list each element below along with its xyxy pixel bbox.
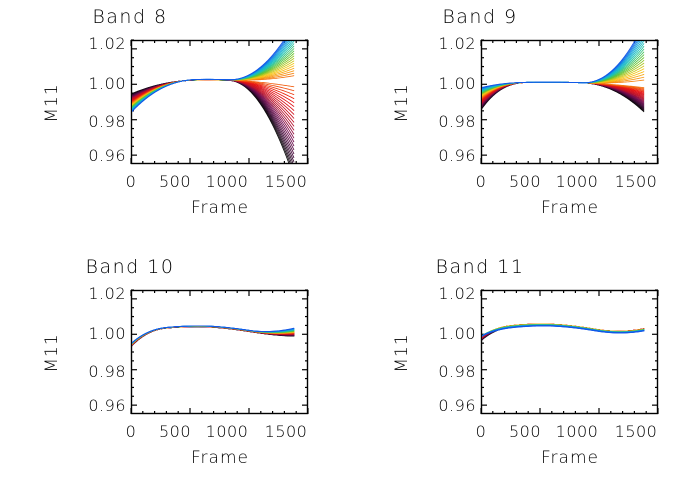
x-tick-label: 1500	[264, 172, 308, 191]
y-tick-label: 1.00	[438, 324, 476, 343]
y-tick-label: 1.02	[88, 284, 126, 303]
panel-band-10: Band 10 M11 Frame 1.02 1.00 0.98 0.96 0 …	[0, 250, 350, 500]
x-tick-label: 1000	[555, 422, 599, 441]
x-tick-label: 500	[508, 422, 542, 441]
plot-area-band-11	[480, 289, 659, 415]
x-tick-label: 0	[125, 422, 137, 441]
x-tick-label: 500	[158, 172, 192, 191]
x-axis-label-band-10: Frame	[191, 448, 249, 468]
y-tick-label: 0.96	[438, 396, 476, 415]
y-tick-label: 1.02	[438, 34, 476, 53]
x-tick-label: 0	[475, 172, 487, 191]
panel-title-band-8: Band 8	[92, 6, 168, 28]
x-tick-label: 0	[125, 172, 137, 191]
y-tick-label: 1.00	[88, 324, 126, 343]
y-tick-label: 1.00	[88, 74, 126, 93]
plot-area-band-9	[480, 39, 659, 165]
y-tick-label: 0.96	[438, 146, 476, 165]
x-axis-label-band-9: Frame	[541, 198, 599, 218]
x-tick-label: 1000	[555, 172, 599, 191]
x-tick-label: 1500	[614, 422, 658, 441]
x-tick-label: 0	[475, 422, 487, 441]
x-axis-label-band-11: Frame	[541, 448, 599, 468]
y-tick-label: 0.98	[88, 362, 126, 381]
plot-area-band-8	[130, 39, 309, 165]
panel-title-band-9: Band 9	[442, 6, 518, 28]
y-tick-label: 1.00	[438, 74, 476, 93]
x-axis-label-band-8: Frame	[191, 198, 249, 218]
y-tick-label: 0.96	[88, 396, 126, 415]
x-tick-label: 500	[508, 172, 542, 191]
y-tick-label: 1.02	[88, 34, 126, 53]
y-tick-label: 0.96	[88, 146, 126, 165]
panel-title-band-11: Band 11	[435, 256, 525, 278]
panel-band-9: Band 9 M11 Frame 1.02 1.00 0.98 0.96 0 5…	[350, 0, 700, 250]
x-tick-label: 1500	[614, 172, 658, 191]
x-tick-label: 500	[158, 422, 192, 441]
plot-area-band-10	[130, 289, 309, 415]
panel-band-11: Band 11 M11 Frame 1.02 1.00 0.98 0.96 0 …	[350, 250, 700, 500]
panel-band-8: Band 8 M11 Frame 1.02 1.00 0.98 0.96 0 5…	[0, 0, 350, 250]
y-tick-label: 1.02	[438, 284, 476, 303]
x-tick-label: 1500	[264, 422, 308, 441]
x-tick-label: 1000	[205, 172, 249, 191]
y-tick-label: 0.98	[438, 112, 476, 131]
panel-title-band-10: Band 10	[85, 256, 175, 278]
x-tick-label: 1000	[205, 422, 249, 441]
y-tick-label: 0.98	[438, 362, 476, 381]
y-tick-label: 0.98	[88, 112, 126, 131]
